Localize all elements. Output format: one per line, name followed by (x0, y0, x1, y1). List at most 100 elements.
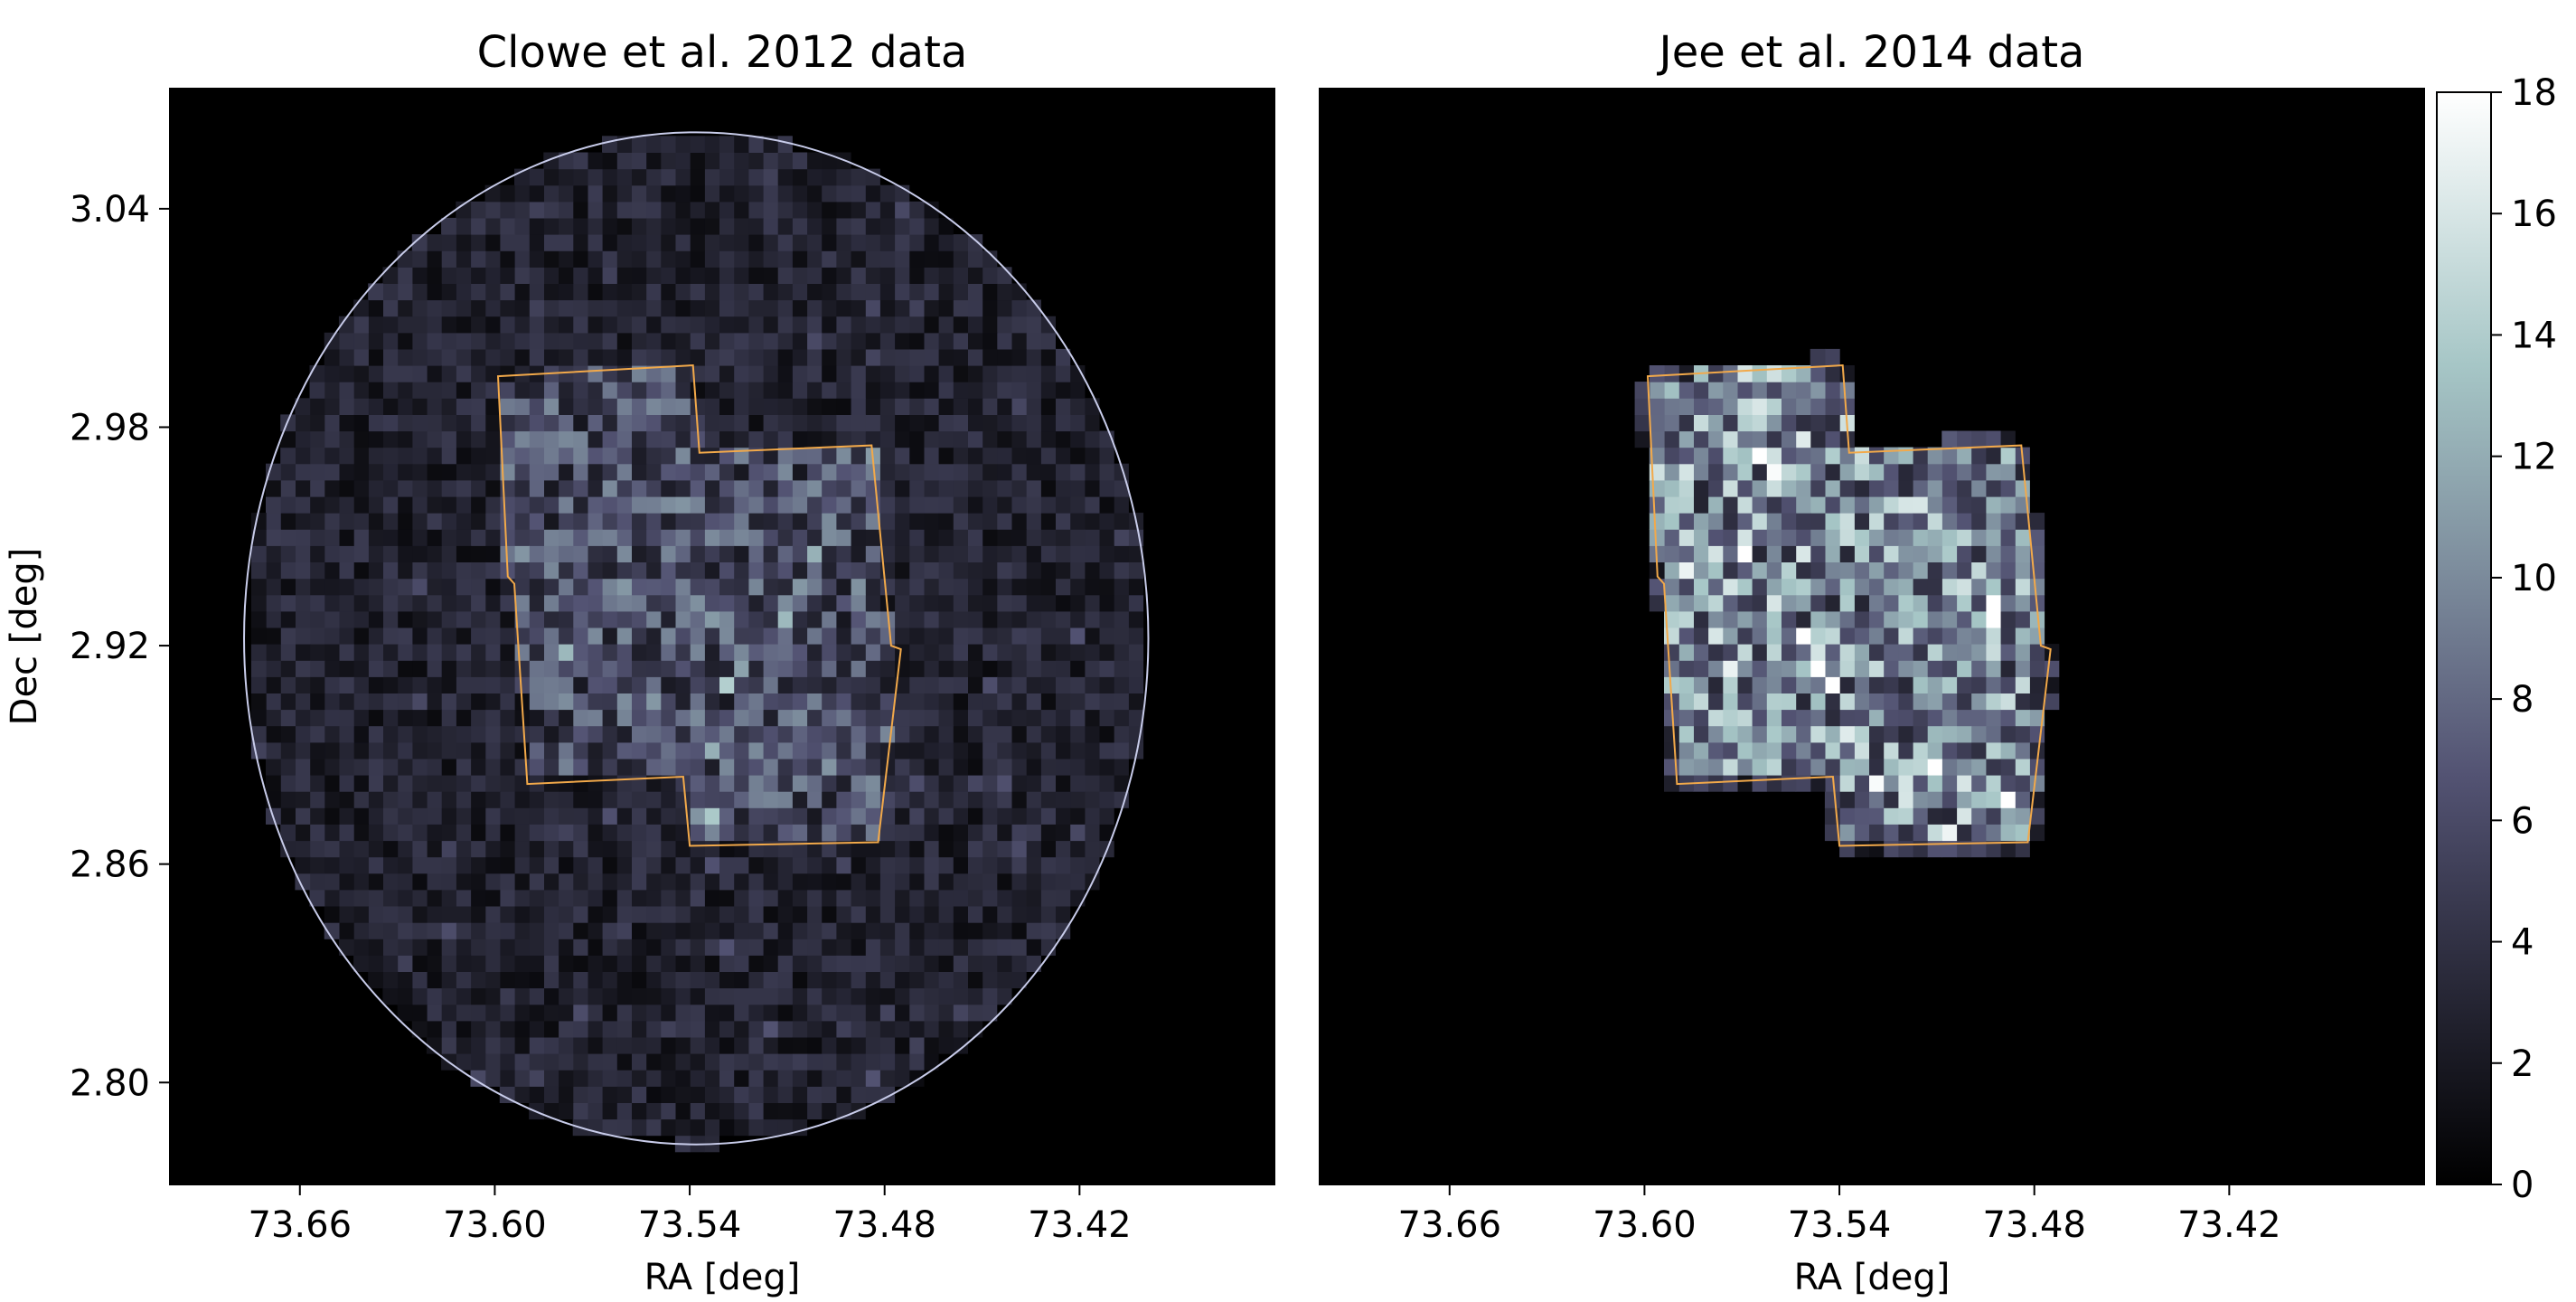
heatmap-cell (1649, 513, 1665, 530)
heatmap-cell (1752, 545, 1767, 562)
heatmap-cell (529, 201, 544, 219)
heatmap-cell (821, 840, 837, 858)
heatmap-cell (280, 791, 296, 808)
heatmap-cell (821, 348, 837, 366)
heatmap-cell (1839, 545, 1855, 562)
heatmap-cell (777, 136, 793, 153)
heatmap-cell (602, 1053, 617, 1071)
heatmap-cell (762, 267, 778, 284)
heatmap-cell (690, 939, 705, 956)
heatmap-cell (1649, 529, 1665, 546)
heatmap-cell (865, 529, 880, 546)
heatmap-cell (660, 332, 676, 350)
heatmap-cell (953, 922, 968, 939)
heatmap-cell (967, 299, 983, 317)
heatmap-cell (368, 791, 383, 808)
heatmap-cell (441, 741, 456, 760)
heatmap-cell (309, 561, 325, 580)
heatmap-cell (777, 201, 793, 219)
heatmap-cell (660, 561, 676, 580)
heatmap-cell (514, 939, 530, 956)
heatmap-cell (982, 365, 998, 382)
heatmap-cell (426, 676, 442, 693)
heatmap-cell (1854, 610, 1869, 628)
heatmap-cell (572, 922, 588, 939)
heatmap-cell (397, 824, 413, 842)
heatmap-cell (1069, 545, 1086, 562)
heatmap-cell (1664, 775, 1679, 792)
heatmap-cell (645, 594, 662, 612)
heatmap-cell (967, 316, 983, 334)
heatmap-cell (1854, 496, 1869, 514)
heatmap-cell (690, 201, 705, 219)
heatmap-cell (733, 610, 749, 628)
heatmap-cell (806, 906, 823, 923)
heatmap-cell (645, 479, 662, 497)
heatmap-cell (806, 922, 823, 939)
heatmap-cell (645, 316, 662, 334)
heatmap-cell (733, 1086, 749, 1103)
heatmap-cell (324, 398, 340, 415)
heatmap-cell (1854, 529, 1869, 546)
heatmap-cell (660, 513, 676, 530)
heatmap-cell (1810, 365, 1826, 382)
heatmap-cell (309, 644, 325, 661)
heatmap-cell (543, 496, 559, 514)
heatmap-cell (1941, 644, 1958, 661)
heatmap-cell (645, 430, 662, 448)
heatmap-cell (792, 234, 808, 251)
heatmap-cell (1026, 332, 1041, 350)
heatmap-cell (1114, 709, 1129, 727)
heatmap-cell (1040, 840, 1056, 858)
heatmap-cell (1011, 365, 1027, 382)
heatmap-cell (690, 709, 705, 727)
heatmap-cell (777, 660, 793, 677)
heatmap-cell (1098, 610, 1114, 628)
heatmap-cell (368, 627, 383, 645)
heatmap-cell (835, 217, 851, 235)
heatmap-cell (835, 283, 851, 301)
x-tick-label: 73.66 (1398, 1204, 1502, 1246)
heatmap-cell (1956, 578, 1972, 596)
heatmap-cell (338, 348, 354, 366)
heatmap-cell (602, 479, 617, 497)
heatmap-cell (470, 807, 486, 825)
heatmap-cell (2029, 610, 2045, 628)
heatmap-cell (1069, 725, 1086, 743)
heatmap-cell (733, 856, 749, 874)
heatmap-cell (747, 922, 764, 939)
heatmap-cell (353, 791, 369, 808)
heatmap-cell (690, 430, 705, 448)
heatmap-cell (690, 283, 705, 301)
heatmap-cell (529, 430, 544, 448)
heatmap-cell (1912, 447, 1928, 465)
heatmap-cell (865, 1020, 880, 1038)
heatmap-cell (470, 791, 486, 808)
heatmap-cell (821, 365, 837, 382)
heatmap-cell (266, 496, 281, 514)
heatmap-cell (514, 283, 530, 301)
heatmap-cell (280, 741, 296, 760)
heatmap-cell (529, 578, 544, 596)
heatmap-cell (529, 250, 544, 268)
heatmap-cell (674, 824, 691, 842)
heatmap-cell (572, 1102, 588, 1120)
heatmap-cell (879, 365, 896, 382)
heatmap-cell (1722, 741, 1738, 760)
heatmap-cell (982, 496, 998, 514)
heatmap-cell (953, 807, 968, 825)
heatmap-cell (1736, 447, 1753, 465)
heatmap-cell (747, 824, 764, 842)
heatmap-cell (762, 184, 778, 203)
heatmap-cell (426, 348, 442, 366)
heatmap-cell (426, 693, 442, 711)
heatmap-cell (558, 1086, 574, 1103)
heatmap-cell (1912, 824, 1928, 842)
heatmap-cell (2029, 725, 2045, 743)
heatmap-cell (1649, 430, 1665, 448)
heatmap-cell (777, 217, 793, 235)
heatmap-cell (602, 807, 617, 825)
heatmap-cell (1795, 529, 1811, 546)
heatmap-cell (747, 561, 764, 580)
heatmap-cell (908, 906, 925, 923)
